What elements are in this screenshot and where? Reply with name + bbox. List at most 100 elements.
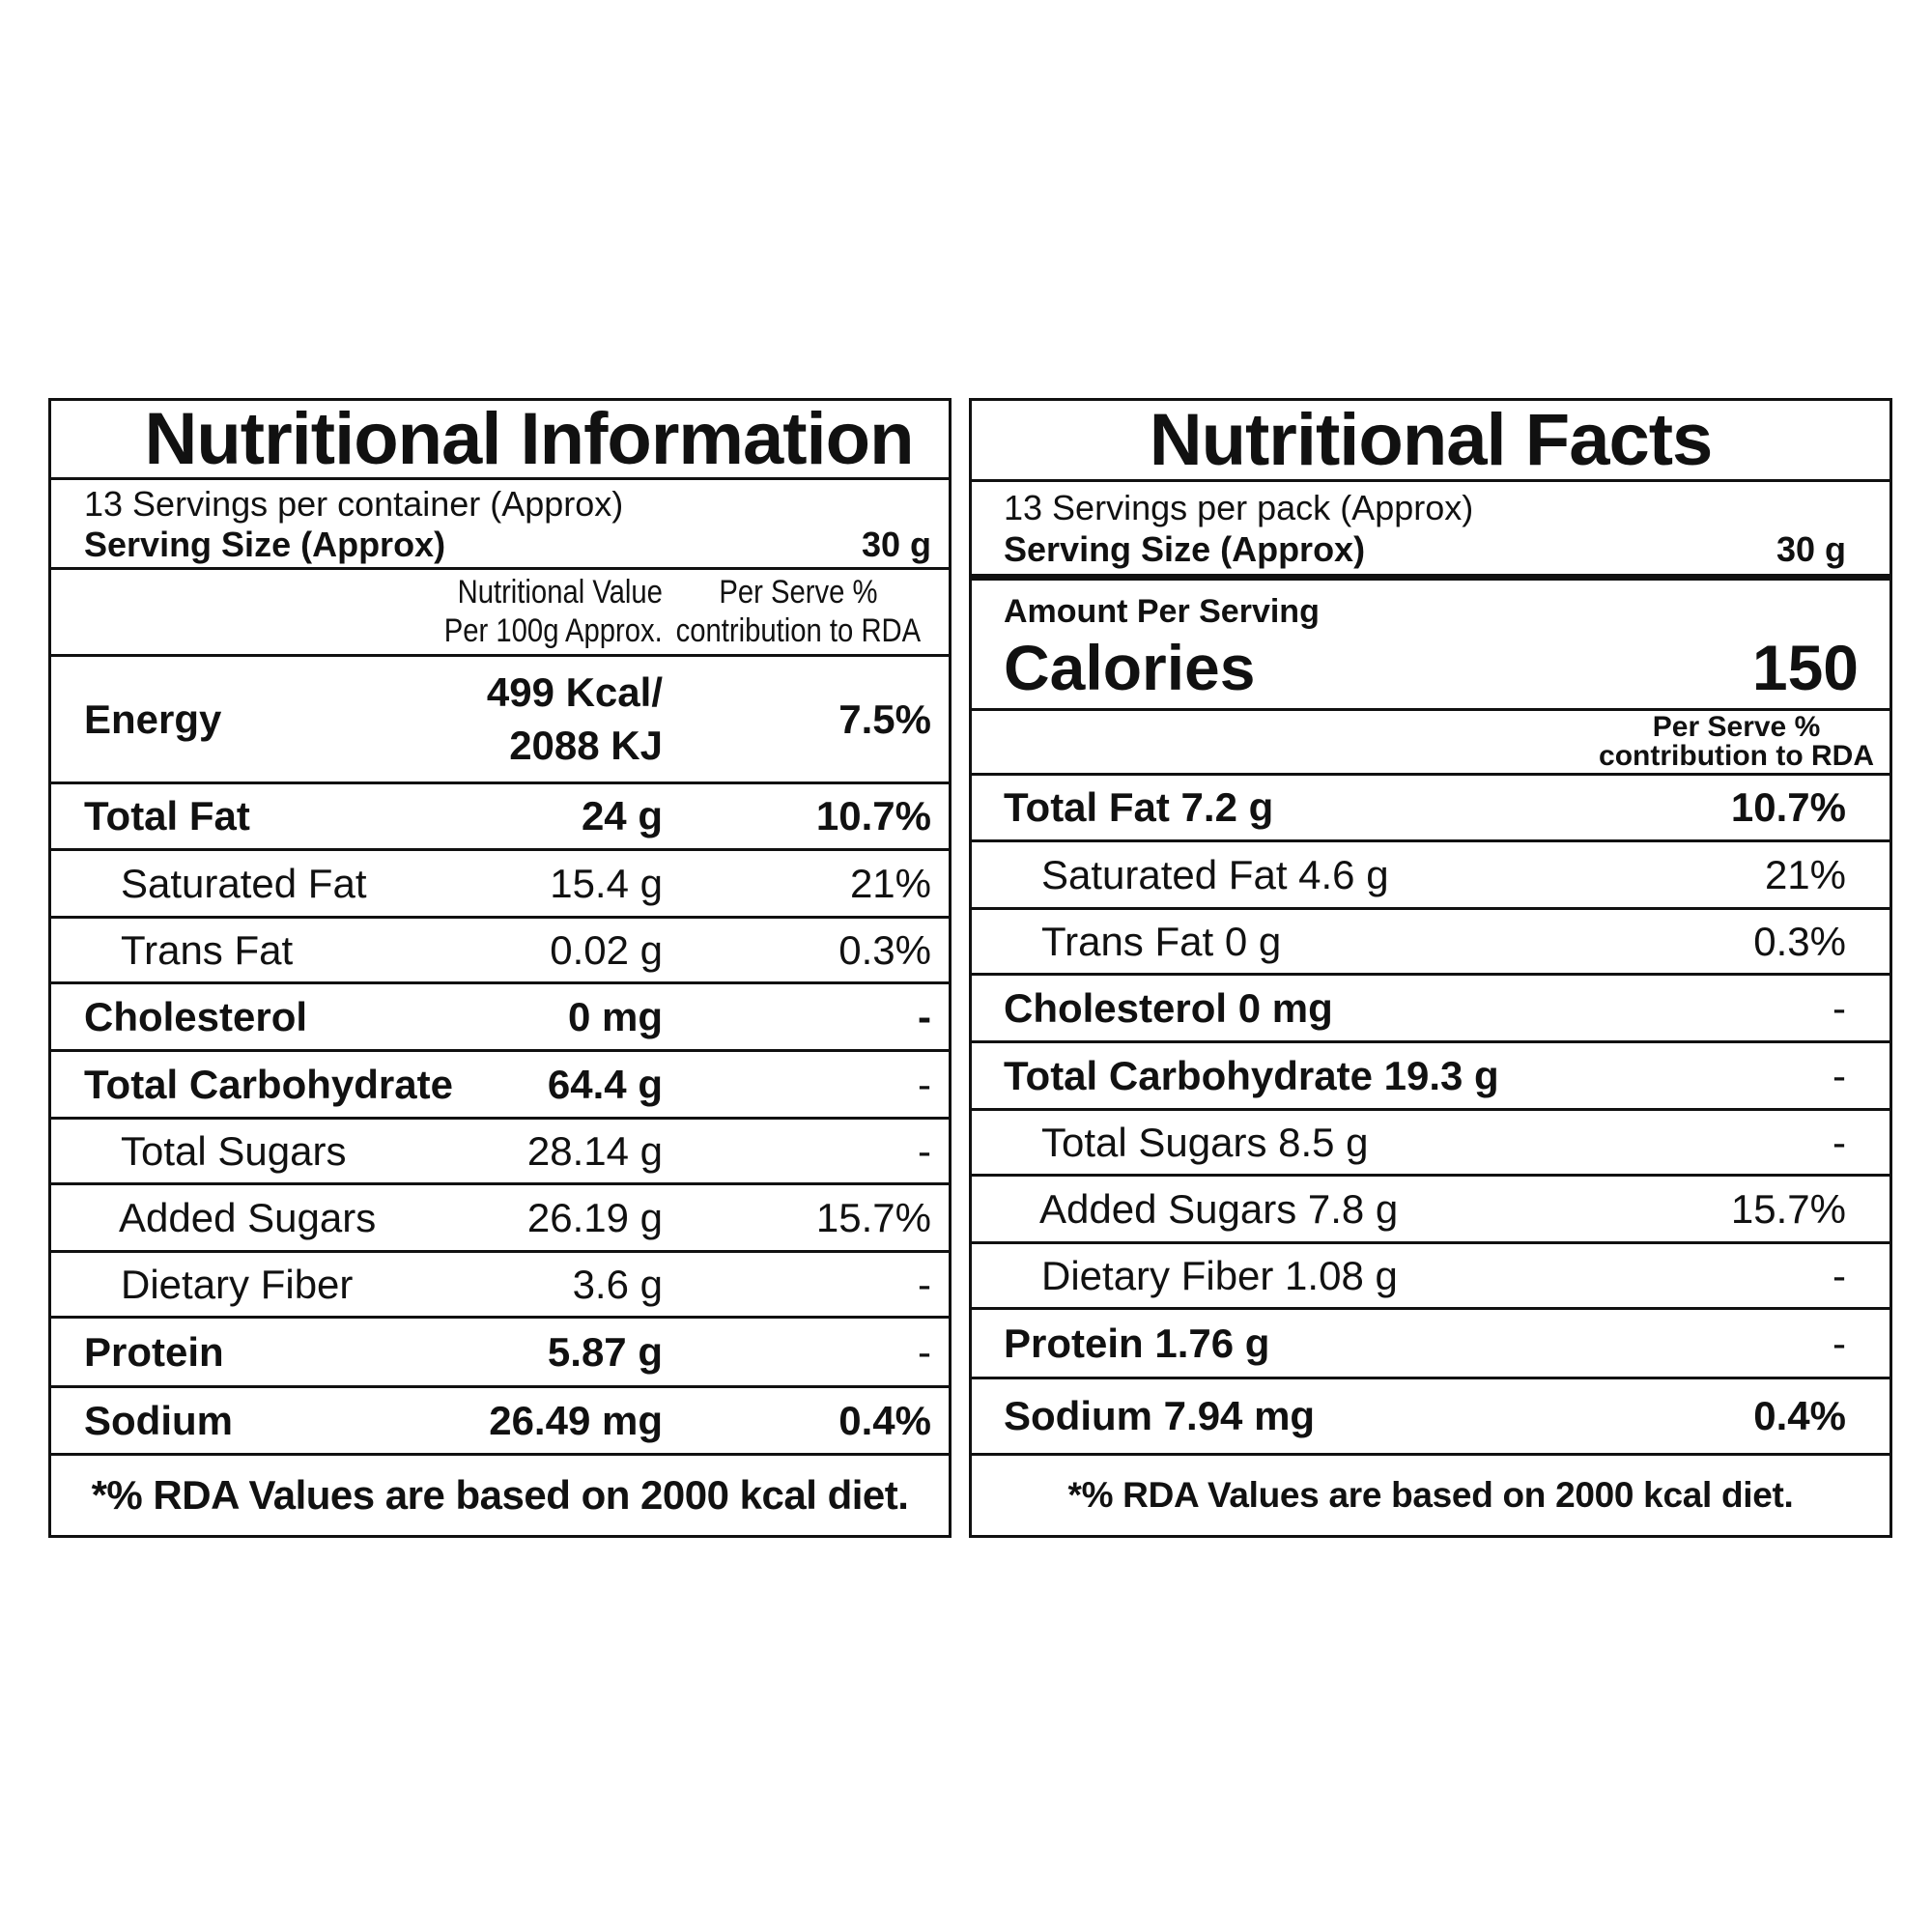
right-row-name: Dietary Fiber 1.08 g <box>1041 1252 1398 1298</box>
right-serving-row: 13 Servings per pack (Approx) Serving Si… <box>972 482 1889 581</box>
left-column-header-row: Nutritional Value Per 100g Approx. Per S… <box>51 570 949 657</box>
right-row-cholesterol: Cholesterol 0 mg - <box>972 976 1889 1043</box>
left-row-cholesterol: Cholesterol 0 mg - <box>51 984 949 1052</box>
left-row-name: Total Fat <box>84 793 250 838</box>
left-header-value: Nutritional Value Per 100g Approx. <box>409 570 663 654</box>
left-energy-value: 499 Kcal/ 2088 KJ <box>487 657 663 781</box>
right-row-dietary-fiber: Dietary Fiber 1.08 g - <box>972 1244 1889 1310</box>
left-row-name: Sodium <box>84 1397 233 1443</box>
right-row-pct: - <box>1833 1052 1846 1098</box>
left-row-name: Added Sugars <box>119 1194 377 1240</box>
left-row-value: 5.87 g <box>547 1328 663 1375</box>
left-row-value: 15.4 g <box>550 860 663 906</box>
left-row-name: Dietary Fiber <box>121 1261 354 1307</box>
right-row-name: Protein 1.76 g <box>1004 1320 1270 1366</box>
left-row-total-sugars: Total Sugars 28.14 g - <box>51 1120 949 1185</box>
right-servings-line: 13 Servings per pack (Approx) <box>1004 488 1474 527</box>
left-row-saturated-fat: Saturated Fat 15.4 g 21% <box>51 851 949 919</box>
right-row-pct: 10.7% <box>1730 784 1846 830</box>
right-footnote-row: *% RDA Values are based on 2000 kcal die… <box>972 1456 1889 1535</box>
left-row-value: 28.14 g <box>526 1127 663 1174</box>
left-row-value: 64.4 g <box>547 1061 663 1107</box>
right-row-pct: - <box>1833 984 1846 1031</box>
right-calories-value: 150 <box>1751 632 1859 703</box>
left-row-protein: Protein 5.87 g - <box>51 1319 949 1388</box>
right-calories-label: Calories <box>1004 632 1256 703</box>
right-row-added-sugars: Added Sugars 7.8 g 15.7% <box>972 1177 1889 1244</box>
left-row-value: 0.02 g <box>550 926 663 973</box>
left-row-pct: 0.3% <box>838 926 931 973</box>
right-row-pct: - <box>1833 1119 1846 1165</box>
left-energy-name: Energy <box>84 696 222 742</box>
right-row-sodium: Sodium 7.94 mg 0.4% <box>972 1379 1889 1456</box>
left-row-pct: 21% <box>849 860 931 906</box>
left-row-pct: - <box>918 1127 931 1174</box>
left-header-pct: Per Serve % contribution to RDA <box>656 570 941 654</box>
left-row-value: 26.19 g <box>526 1194 663 1240</box>
right-row-name: Trans Fat 0 g <box>1041 918 1282 964</box>
left-panel-title: Nutritional Information <box>144 398 914 480</box>
left-row-name: Trans Fat <box>121 926 294 973</box>
right-footnote: *% RDA Values are based on 2000 kcal die… <box>1067 1475 1794 1515</box>
right-row-name: Total Sugars 8.5 g <box>1041 1119 1369 1165</box>
left-row-value: 24 g <box>581 793 663 838</box>
left-title-row: Nutritional Information <box>51 398 949 480</box>
left-serving-size-label: Serving Size (Approx) <box>84 525 446 564</box>
left-footnote-row: *% RDA Values are based on 2000 kcal die… <box>51 1456 949 1535</box>
left-row-sodium: Sodium 26.49 mg 0.4% <box>51 1388 949 1456</box>
left-header-pct-line1: Per Serve % <box>719 574 878 611</box>
left-footnote: *% RDA Values are based on 2000 kcal die… <box>91 1472 909 1518</box>
right-row-total-carbohydrate: Total Carbohydrate 19.3 g - <box>972 1043 1889 1111</box>
left-energy-pct: 7.5% <box>838 696 931 742</box>
right-header-pct: Per Serve % contribution to RDA <box>1599 711 1874 773</box>
left-row-name: Protein <box>84 1328 224 1375</box>
right-row-pct: 21% <box>1764 851 1846 897</box>
left-row-total-fat: Total Fat 24 g 10.7% <box>51 784 949 851</box>
right-row-total-fat: Total Fat 7.2 g 10.7% <box>972 776 1889 842</box>
right-column-header-row: Per Serve % contribution to RDA <box>972 711 1889 776</box>
right-row-trans-fat: Trans Fat 0 g 0.3% <box>972 910 1889 976</box>
left-row-name: Cholesterol <box>84 993 308 1039</box>
right-serving-size-label: Serving Size (Approx) <box>1004 529 1366 569</box>
left-row-dietary-fiber: Dietary Fiber 3.6 g - <box>51 1253 949 1319</box>
left-row-value: 3.6 g <box>572 1261 663 1307</box>
left-row-pct: 10.7% <box>815 793 931 838</box>
left-servings-line: 13 Servings per container (Approx) <box>84 484 624 524</box>
right-header-pct-line1: Per Serve % <box>1652 711 1821 743</box>
right-row-saturated-fat: Saturated Fat 4.6 g 21% <box>972 842 1889 910</box>
right-row-name: Total Fat 7.2 g <box>1004 784 1274 830</box>
left-row-pct: 0.4% <box>838 1397 931 1443</box>
right-row-name: Cholesterol 0 mg <box>1004 984 1333 1031</box>
left-row-name: Total Sugars <box>121 1127 347 1174</box>
left-row-total-carbohydrate: Total Carbohydrate 64.4 g - <box>51 1052 949 1120</box>
left-row-pct: 15.7% <box>815 1194 931 1240</box>
right-row-pct: - <box>1833 1252 1846 1298</box>
left-serving-size-value: 30 g <box>861 525 931 564</box>
left-row-name: Saturated Fat <box>121 860 367 906</box>
left-header-value-line1: Nutritional Value <box>457 574 663 611</box>
right-row-name: Saturated Fat 4.6 g <box>1041 851 1389 897</box>
left-serving-row: 13 Servings per container (Approx) Servi… <box>51 480 949 570</box>
left-row-added-sugars: Added Sugars 26.19 g 15.7% <box>51 1185 949 1253</box>
right-title-row: Nutritional Facts <box>972 399 1889 482</box>
right-row-pct: - <box>1833 1320 1846 1366</box>
nutritional-information-panel: Nutritional Information 13 Servings per … <box>48 398 952 1538</box>
left-row-value: 0 mg <box>567 993 663 1039</box>
right-row-name: Total Carbohydrate 19.3 g <box>1004 1052 1499 1098</box>
left-header-value-line2: Per 100g Approx. <box>444 611 663 649</box>
left-row-name: Total Carbohydrate <box>84 1061 453 1107</box>
right-row-name: Sodium 7.94 mg <box>1004 1393 1316 1438</box>
left-row-trans-fat: Trans Fat 0.02 g 0.3% <box>51 919 949 984</box>
right-panel-title: Nutritional Facts <box>1149 399 1714 481</box>
left-row-pct: - <box>918 1328 931 1375</box>
left-energy-row: Energy 499 Kcal/ 2088 KJ 7.5% <box>51 657 949 784</box>
right-calories-row: Amount Per Serving Calories 150 <box>972 581 1889 711</box>
left-header-pct-line2: contribution to RDA <box>675 611 922 649</box>
left-row-pct: - <box>918 1261 931 1307</box>
left-energy-value-line1: 499 Kcal/ <box>486 668 663 715</box>
right-serving-size-value: 30 g <box>1776 529 1846 569</box>
left-row-value: 26.49 mg <box>489 1397 663 1443</box>
right-row-pct: 15.7% <box>1730 1185 1846 1232</box>
right-row-pct: 0.4% <box>1753 1393 1846 1438</box>
left-row-pct: - <box>918 993 931 1039</box>
